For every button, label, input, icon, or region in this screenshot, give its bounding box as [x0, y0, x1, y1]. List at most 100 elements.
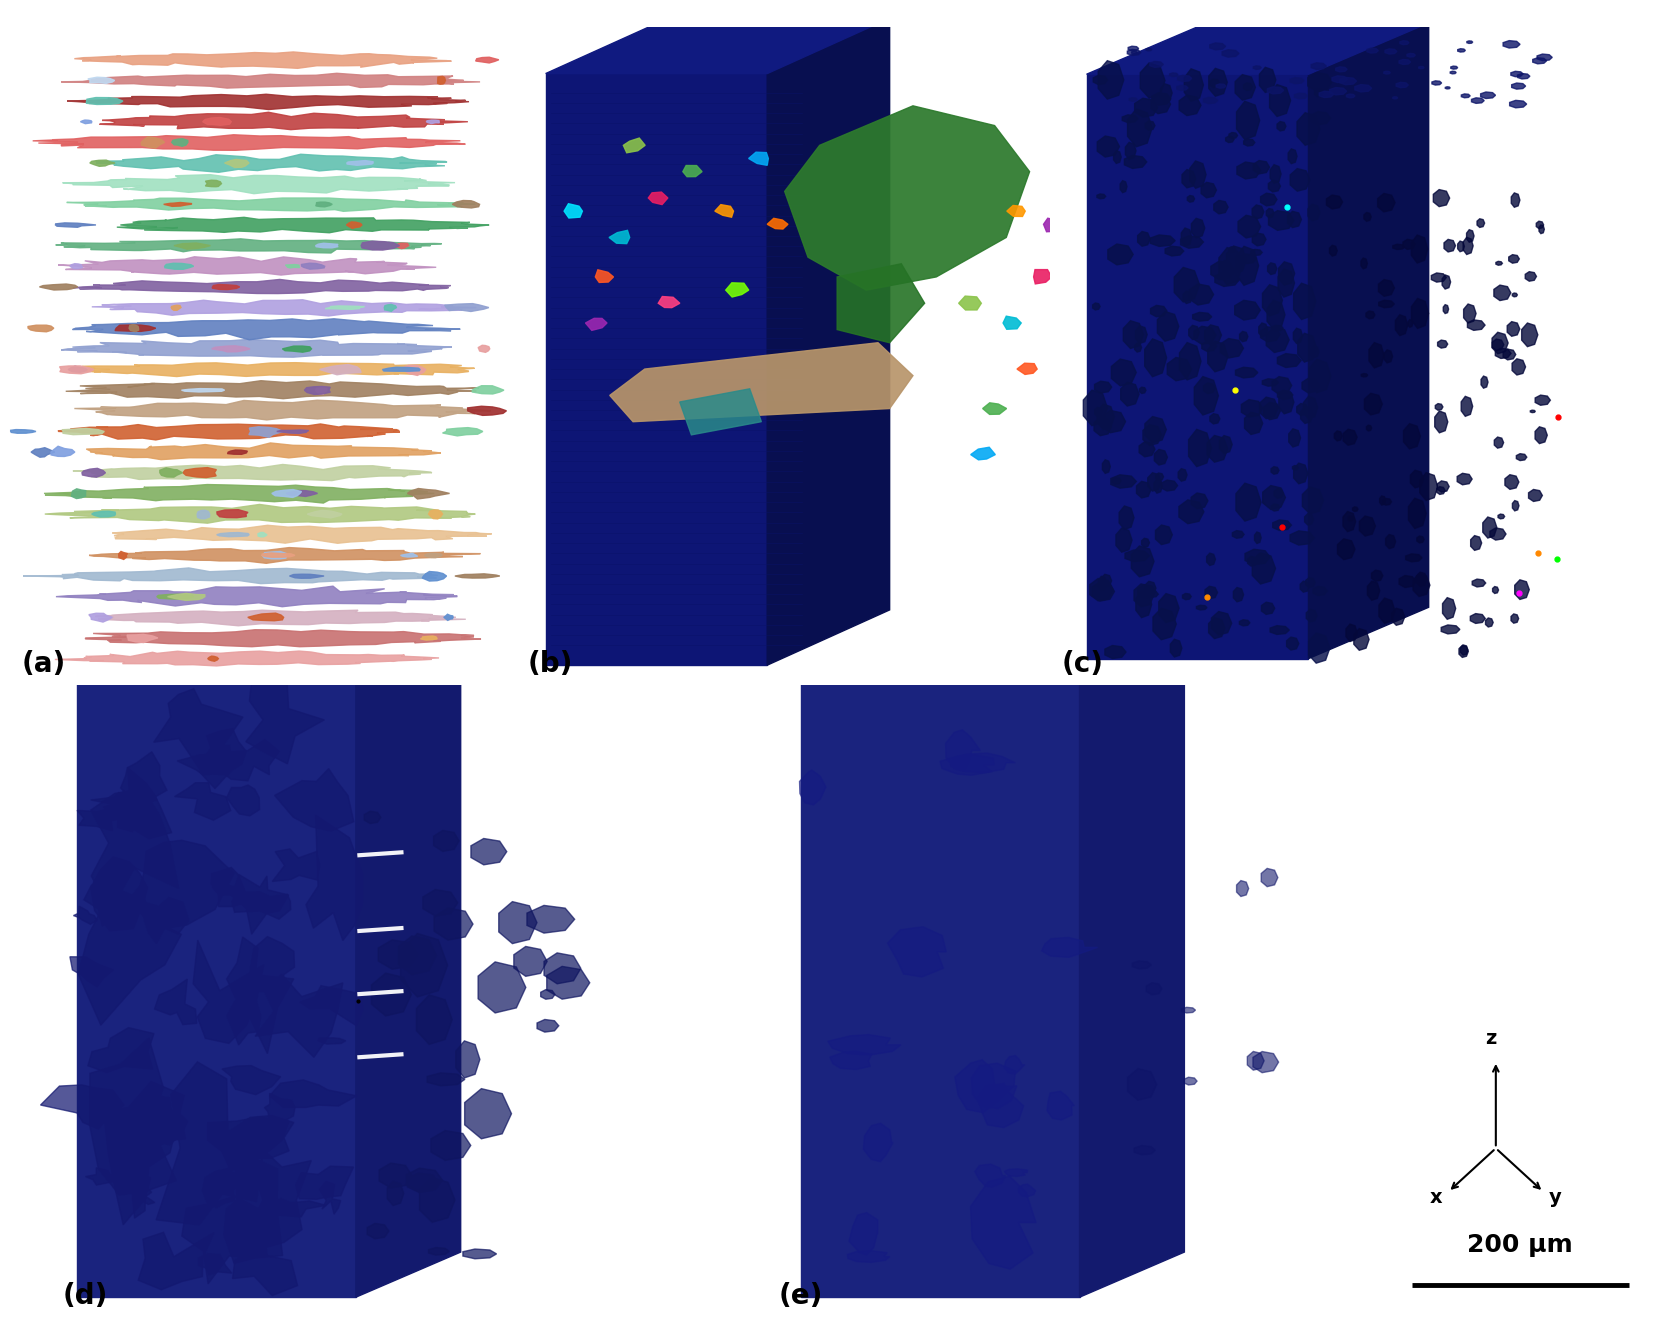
Polygon shape: [1261, 326, 1279, 342]
Polygon shape: [115, 325, 155, 332]
Polygon shape: [1128, 50, 1141, 55]
Polygon shape: [1161, 481, 1178, 492]
Polygon shape: [1329, 87, 1346, 95]
Polygon shape: [526, 905, 575, 933]
Polygon shape: [1105, 646, 1126, 658]
Polygon shape: [255, 974, 343, 1057]
Polygon shape: [1411, 298, 1429, 329]
Polygon shape: [200, 729, 247, 788]
Text: y: y: [1549, 1189, 1561, 1207]
Polygon shape: [1511, 614, 1519, 623]
Polygon shape: [1113, 150, 1121, 164]
Polygon shape: [1175, 267, 1200, 302]
Polygon shape: [1125, 551, 1150, 561]
Polygon shape: [443, 614, 453, 620]
Polygon shape: [1538, 54, 1553, 60]
Polygon shape: [1240, 619, 1250, 626]
Polygon shape: [1504, 474, 1519, 489]
Polygon shape: [65, 380, 478, 399]
Polygon shape: [1133, 962, 1151, 968]
Polygon shape: [1096, 193, 1106, 199]
Polygon shape: [165, 263, 193, 270]
Polygon shape: [85, 630, 481, 647]
Polygon shape: [1263, 285, 1283, 316]
Polygon shape: [1193, 313, 1211, 321]
Polygon shape: [1509, 101, 1526, 107]
Polygon shape: [1489, 528, 1506, 540]
Polygon shape: [623, 138, 645, 153]
Polygon shape: [1240, 254, 1256, 263]
Polygon shape: [1271, 325, 1283, 332]
Polygon shape: [1098, 404, 1115, 430]
Polygon shape: [1146, 983, 1161, 995]
Polygon shape: [168, 594, 205, 600]
Polygon shape: [1468, 320, 1484, 330]
Polygon shape: [1274, 489, 1283, 498]
Polygon shape: [1195, 376, 1218, 415]
Polygon shape: [1145, 416, 1166, 443]
Polygon shape: [1145, 582, 1156, 595]
Polygon shape: [82, 469, 105, 477]
Polygon shape: [1494, 285, 1511, 301]
Polygon shape: [228, 450, 247, 454]
Polygon shape: [383, 367, 420, 371]
Polygon shape: [320, 1182, 342, 1214]
Polygon shape: [848, 1250, 890, 1262]
Polygon shape: [67, 94, 470, 110]
Polygon shape: [232, 892, 292, 919]
Polygon shape: [1346, 94, 1354, 98]
Polygon shape: [73, 465, 431, 481]
Polygon shape: [1268, 87, 1283, 94]
Polygon shape: [1364, 212, 1371, 222]
Polygon shape: [1536, 222, 1544, 228]
Polygon shape: [1183, 594, 1191, 600]
Polygon shape: [438, 77, 445, 85]
Polygon shape: [1140, 442, 1155, 457]
Polygon shape: [1203, 97, 1218, 103]
Polygon shape: [610, 342, 913, 422]
Polygon shape: [248, 427, 283, 438]
Polygon shape: [1125, 156, 1146, 168]
Polygon shape: [78, 884, 182, 1025]
Polygon shape: [305, 387, 330, 395]
Polygon shape: [428, 510, 443, 518]
Polygon shape: [546, 967, 590, 999]
Polygon shape: [1399, 40, 1409, 44]
Polygon shape: [1150, 235, 1175, 246]
Polygon shape: [315, 243, 338, 248]
Polygon shape: [1279, 391, 1294, 414]
Polygon shape: [428, 1248, 450, 1256]
Polygon shape: [68, 367, 87, 372]
Polygon shape: [1190, 325, 1200, 340]
Polygon shape: [1493, 332, 1508, 353]
Polygon shape: [1511, 83, 1526, 89]
Polygon shape: [1336, 67, 1348, 73]
Polygon shape: [1346, 624, 1358, 642]
Polygon shape: [92, 512, 115, 517]
Polygon shape: [1406, 553, 1423, 561]
Polygon shape: [1308, 204, 1319, 220]
Polygon shape: [58, 424, 400, 441]
Polygon shape: [315, 387, 327, 393]
Polygon shape: [155, 979, 197, 1025]
Polygon shape: [1226, 136, 1235, 142]
Polygon shape: [1521, 324, 1538, 346]
Polygon shape: [1509, 255, 1519, 263]
Polygon shape: [1533, 58, 1546, 64]
Polygon shape: [1271, 466, 1279, 474]
Polygon shape: [1458, 473, 1473, 485]
Polygon shape: [1334, 431, 1343, 441]
Polygon shape: [1386, 535, 1396, 549]
Polygon shape: [108, 1095, 185, 1152]
Polygon shape: [465, 1089, 511, 1139]
Polygon shape: [423, 889, 458, 916]
Polygon shape: [1195, 326, 1216, 344]
Polygon shape: [1208, 618, 1225, 638]
Polygon shape: [1348, 516, 1353, 521]
Polygon shape: [1464, 304, 1476, 324]
Polygon shape: [88, 1027, 153, 1073]
Polygon shape: [1138, 231, 1150, 246]
Polygon shape: [77, 808, 125, 831]
Polygon shape: [1466, 40, 1473, 43]
Polygon shape: [1041, 937, 1098, 958]
